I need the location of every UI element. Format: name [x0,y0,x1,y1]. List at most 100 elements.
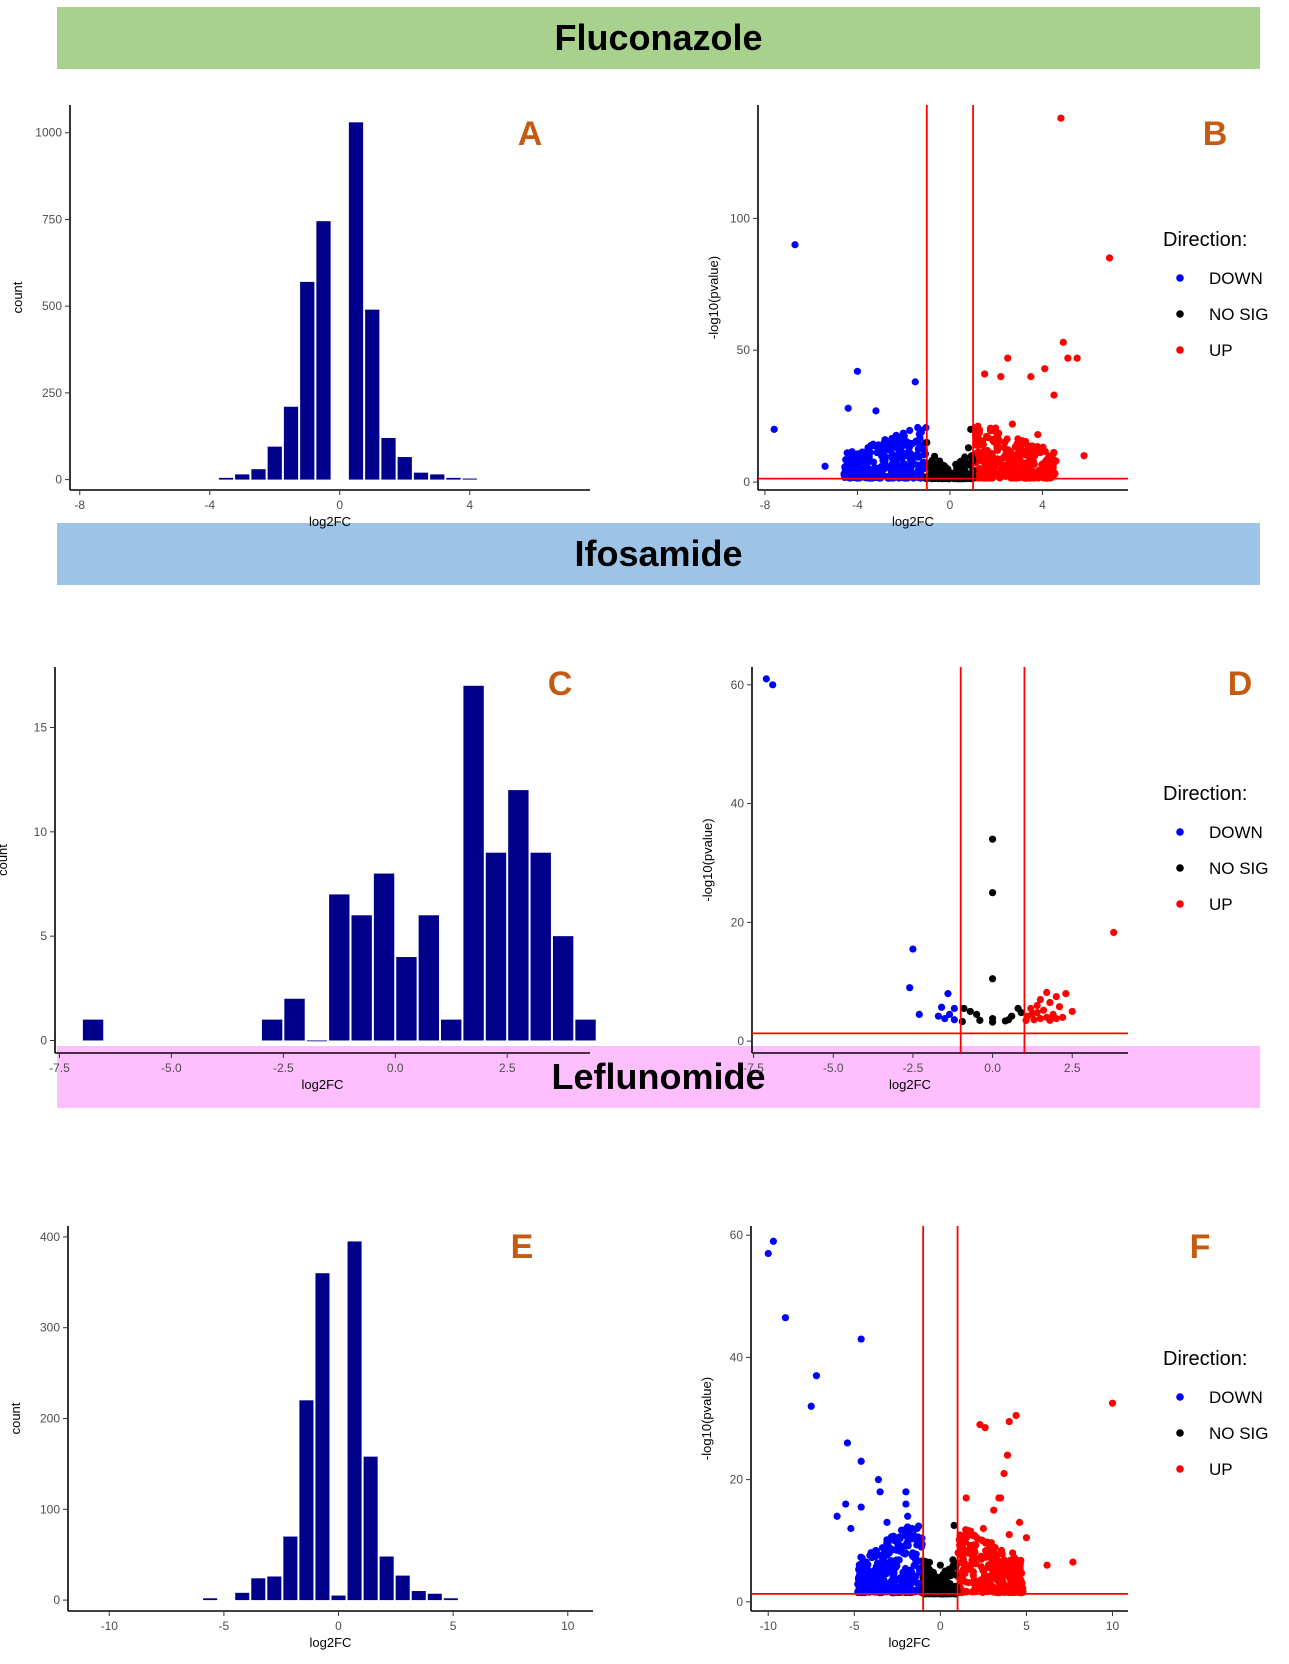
scatter-point-up [985,1575,993,1583]
scatter-point-down [887,447,895,455]
x-tick-label: 4 [1039,498,1046,512]
y-tick-label: 300 [40,1321,60,1335]
scatter-point-up [1028,1010,1037,1018]
scatter-point-nosig [988,1018,997,1026]
legend-key-up [1176,1465,1184,1473]
scatter-point-nosig [967,452,976,460]
scatter-point-up [961,1531,969,1539]
histogram-bar [316,221,331,480]
scatter-point-down [769,681,777,689]
scatter-point-up [981,1539,990,1547]
scatter-point-up [1034,431,1042,439]
x-tick-label: 5 [450,1619,457,1633]
scatter-point-up [1039,443,1047,451]
legend-key-down [1176,274,1184,282]
legend-key-up [1176,346,1184,354]
legend-label: DOWN [1209,1388,1263,1407]
scatter-point-up [1027,469,1035,477]
section-banner-fluconazole: Fluconazole [57,7,1260,69]
histogram-bar [306,1040,328,1042]
scatter-point-up [1059,338,1067,346]
histogram-bar [261,1019,283,1041]
scatter-point-down [914,423,922,432]
y-tick-label: 0 [40,1033,47,1047]
scatter-point-up [1062,990,1070,998]
scatter-point-up [997,373,1005,381]
scatter-point-nosig [932,474,940,482]
x-tick-label: -5.0 [161,1061,182,1075]
scatter-point-up [977,1555,986,1563]
x-tick-label: -8 [74,498,85,512]
histogram-bar [443,1598,458,1601]
scatter-point-up [974,422,982,430]
scatter-point-up [1005,1531,1013,1539]
x-tick-label: 0 [335,1619,342,1633]
scatter-point-down [915,1010,923,1019]
scatter-point-down [872,1575,880,1583]
histogram-bar [284,998,305,1041]
section-title: Leflunomide [551,1056,766,1097]
x-axis-title: log2FC [889,1635,931,1650]
scatter-point-down [945,1010,954,1019]
scatter-point-down [905,1581,913,1589]
histogram-bar [365,309,380,480]
scatter-point-down [821,462,829,470]
histogram-bar [418,915,440,1041]
scatter-point-down [856,470,865,478]
x-tick-label: -2.5 [273,1061,294,1075]
scatter-point-down [898,449,907,457]
scatter-point-down [866,1551,874,1560]
scatter-point-up [1105,254,1114,262]
scatter-point-up [1043,457,1051,465]
scatter-point-nosig [966,459,974,468]
scatter-point-down [833,1512,841,1520]
scatter-point-down [770,425,778,433]
scatter-point-down [919,458,928,466]
scatter-point-up [1004,354,1012,362]
scatter-point-nosig [964,444,973,452]
scatter-point-up [989,438,998,446]
x-tick-label: 0.0 [387,1061,404,1075]
scatter-point-down [883,1518,891,1526]
scatter-point-up [1050,391,1058,399]
scatter-point-down [869,458,878,466]
section-title: Fluconazole [554,17,763,58]
legend-label: UP [1209,341,1233,360]
scatter-point-up [1033,444,1041,452]
y-axis-title: -log10(pvalue) [699,1377,714,1460]
scatter-point-down [944,990,952,998]
scatter-point-down [892,432,900,441]
histogram-bar [508,790,529,1041]
scatter-point-down [847,466,855,474]
scatter-point-down [867,441,875,450]
panel-letter: E [511,1228,534,1266]
scatter-point-down [861,454,869,462]
scatter-point-down [899,1549,907,1557]
scatter-point-down [840,471,848,479]
x-tick-label: 0.0 [984,1061,1001,1075]
panel-letter: F [1190,1228,1211,1266]
scatter-point-down [915,430,923,438]
scatter-point-nosig [957,457,965,465]
scatter-point-up [979,1524,987,1533]
x-tick-label: 0 [336,498,343,512]
scatter-point-down [863,447,871,455]
scatter-point-up [1108,1399,1117,1407]
histogram-bar [331,1595,346,1601]
scatter-point-down [913,1579,921,1587]
scatter-point-nosig [935,457,944,465]
scatter-point-nosig [928,1573,936,1581]
scatter-point-up [982,461,991,469]
scatter-point-down [874,1569,882,1577]
y-tick-label: 100 [40,1502,60,1516]
scatter-point-up [1033,1001,1041,1010]
y-tick-label: 200 [40,1412,60,1426]
histogram-bar [379,1556,394,1601]
y-tick-label: 60 [731,678,745,692]
scatter-point-nosig [936,1561,944,1569]
scatter-point-up [991,463,999,471]
histogram-bar [411,1591,426,1601]
histogram-bar [446,477,461,480]
histogram-bar [218,477,234,480]
scatter-point-down [896,1588,905,1596]
